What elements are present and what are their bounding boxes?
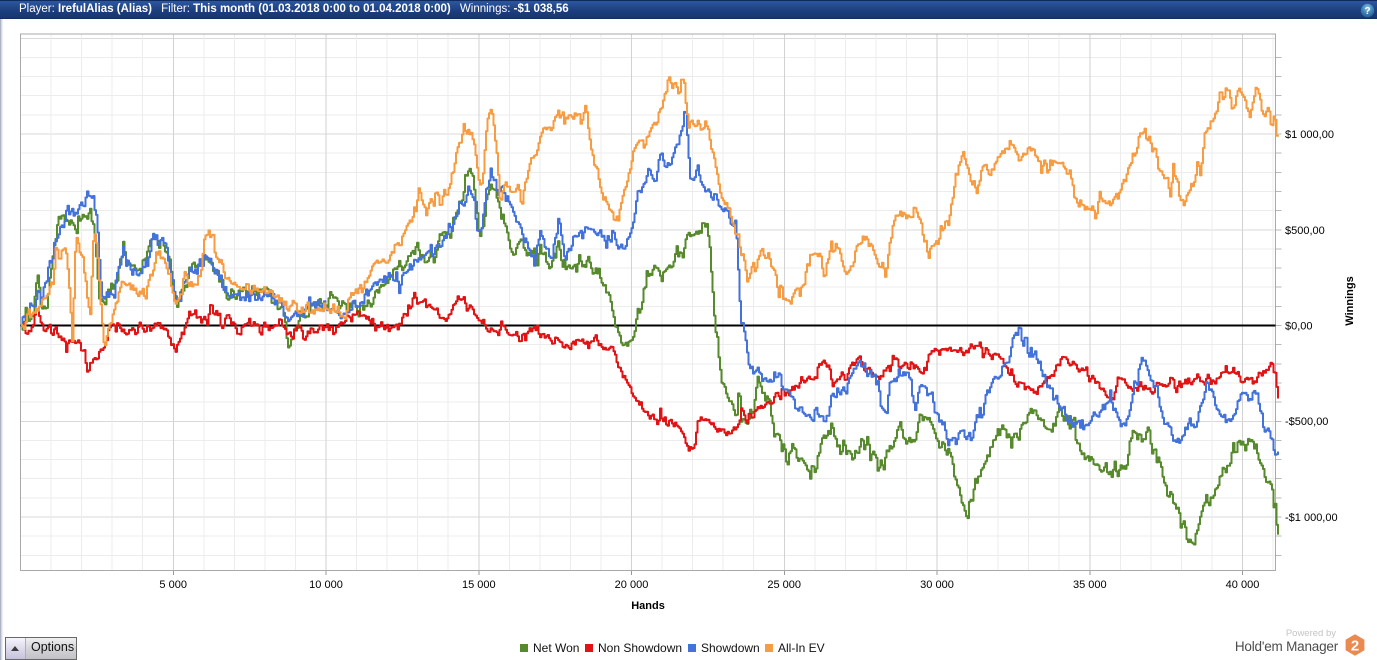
svg-text:2: 2 bbox=[1351, 638, 1359, 655]
svg-text:$0,00: $0,00 bbox=[1285, 321, 1313, 333]
svg-text:Winnings: Winnings bbox=[1344, 276, 1356, 325]
svg-text:-$500,00: -$500,00 bbox=[1285, 416, 1328, 428]
svg-text:15 000: 15 000 bbox=[462, 579, 496, 591]
svg-text:5 000: 5 000 bbox=[159, 579, 187, 591]
svg-text:25 000: 25 000 bbox=[767, 579, 801, 591]
svg-text:40 000: 40 000 bbox=[1226, 579, 1260, 591]
svg-text:$500,00: $500,00 bbox=[1285, 225, 1325, 237]
svg-text:10 000: 10 000 bbox=[309, 579, 343, 591]
svg-text:Hands: Hands bbox=[631, 600, 665, 612]
svg-text:$1 000,00: $1 000,00 bbox=[1285, 129, 1334, 141]
svg-text:-$1 000,00: -$1 000,00 bbox=[1285, 512, 1338, 524]
svg-text:30 000: 30 000 bbox=[920, 579, 954, 591]
svg-text:?: ? bbox=[1364, 6, 1370, 17]
svg-text:20 000: 20 000 bbox=[615, 579, 649, 591]
svg-text:35 000: 35 000 bbox=[1073, 579, 1107, 591]
